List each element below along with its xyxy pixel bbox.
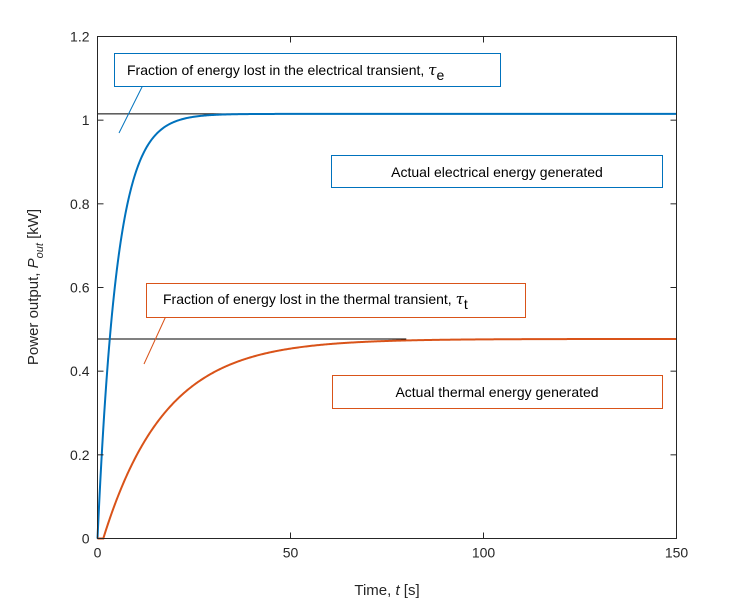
annotation-text: Actual electrical energy generated	[391, 164, 603, 180]
annotation-box	[331, 155, 663, 188]
annotation-box	[146, 283, 526, 318]
y-axis-ticks: 0 0.2 0.4 0.6 0.8 1 1.2	[70, 29, 677, 547]
annotation-box	[114, 53, 501, 87]
y-tick-label: 1	[82, 112, 90, 128]
series-layer	[96, 112, 677, 540]
y-axis-label: Power output, Pout [kW]	[25, 209, 46, 365]
annotation-text: Actual thermal energy generated	[395, 384, 598, 400]
annotation-thermal-transient: Fraction of energy lost in the thermal t…	[146, 283, 526, 318]
y-tick-label: 0.6	[70, 280, 90, 296]
x-tick-label: 150	[665, 545, 689, 561]
y-tick-label: 0	[82, 531, 90, 547]
annotation-leader-electrical	[118, 84, 144, 134]
annotation-text: Fraction of energy lost in the thermal t…	[163, 290, 468, 312]
series-line	[97, 337, 677, 540]
x-tick-label: 50	[283, 545, 299, 561]
x-axis-label: Time, t [s]	[354, 582, 419, 599]
annotation-thermal-energy: Actual thermal energy generated	[332, 375, 663, 409]
x-tick-label: 0	[94, 545, 102, 561]
y-tick-label: 0.8	[70, 196, 90, 212]
annotation-leader-thermal	[143, 315, 167, 365]
x-axis-ticks: 0 50 100 150	[94, 36, 689, 561]
series-line	[96, 112, 677, 539]
annotation-text: Fraction of energy lost in the electrica…	[127, 61, 444, 83]
annotation-electrical-energy: Actual electrical energy generated	[331, 155, 663, 188]
y-tick-label: 1.2	[70, 29, 90, 45]
annotation-box	[332, 375, 663, 409]
y-tick-label: 0.4	[70, 363, 90, 379]
annotation-electrical-transient: Fraction of energy lost in the electrica…	[114, 53, 501, 87]
x-tick-label: 100	[472, 545, 496, 561]
y-tick-label: 0.2	[70, 447, 90, 463]
